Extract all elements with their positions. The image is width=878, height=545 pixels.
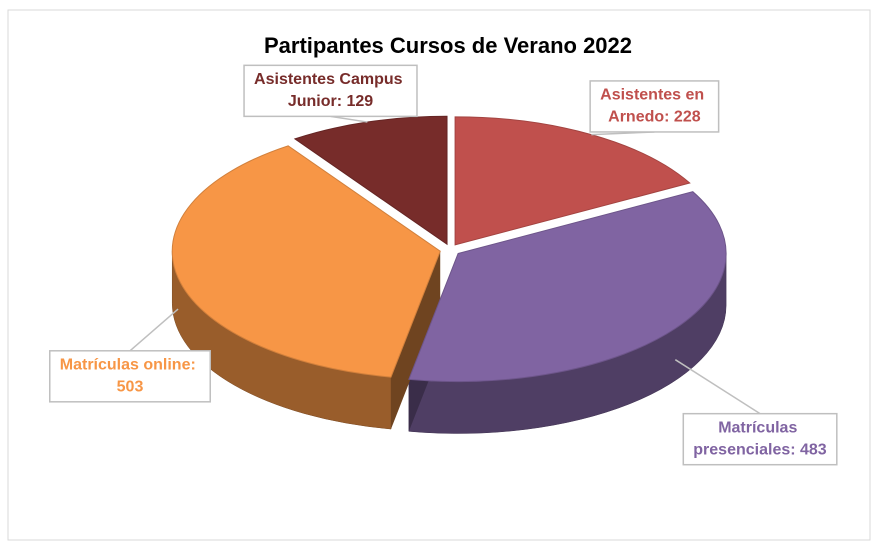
data-label-line: 503 <box>117 379 144 396</box>
data-label-line: Junior: 129 <box>288 93 373 110</box>
leader-line <box>674 359 761 415</box>
data-label-box <box>49 350 211 403</box>
data-label-box <box>589 80 720 133</box>
slice-wall <box>390 251 441 430</box>
data-label-line: Asistentes en <box>600 87 708 104</box>
leader-line <box>129 308 179 352</box>
data-label-line: presenciales: 483 <box>693 442 827 459</box>
data-label-line: Arnedo: 228 <box>608 109 701 126</box>
slice <box>454 116 691 246</box>
slice <box>171 145 441 378</box>
chart-title: Partipantes Cursos de Verano 2022 <box>264 33 632 58</box>
data-label-box <box>243 64 418 118</box>
slice <box>293 115 448 246</box>
data-label: Matrículas online: 503 <box>60 357 200 396</box>
slice <box>408 191 727 382</box>
data-label: Asistentes Campus Junior: 129 <box>254 71 407 110</box>
data-label: Asistentes en Arnedo: 228 <box>600 87 708 126</box>
data-label-line: Matrículas <box>718 420 802 437</box>
leader-line <box>330 115 368 123</box>
data-label-box <box>682 412 838 466</box>
data-label-line: Asistentes Campus <box>254 71 407 88</box>
data-label-line: Matrículas online: <box>60 357 200 374</box>
data-label: Matrículas presenciales: 483 <box>693 420 827 459</box>
